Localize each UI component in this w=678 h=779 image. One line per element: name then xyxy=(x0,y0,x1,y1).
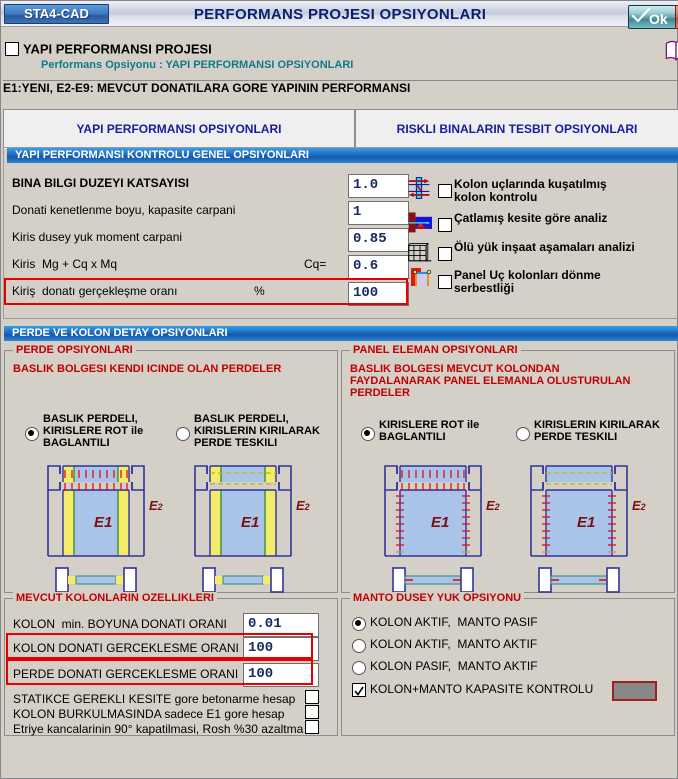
svg-text:E1: E1 xyxy=(241,514,259,531)
svg-text:E1: E1 xyxy=(431,514,449,531)
svg-text:E1: E1 xyxy=(94,514,112,531)
svg-text:E1: E1 xyxy=(577,514,595,531)
